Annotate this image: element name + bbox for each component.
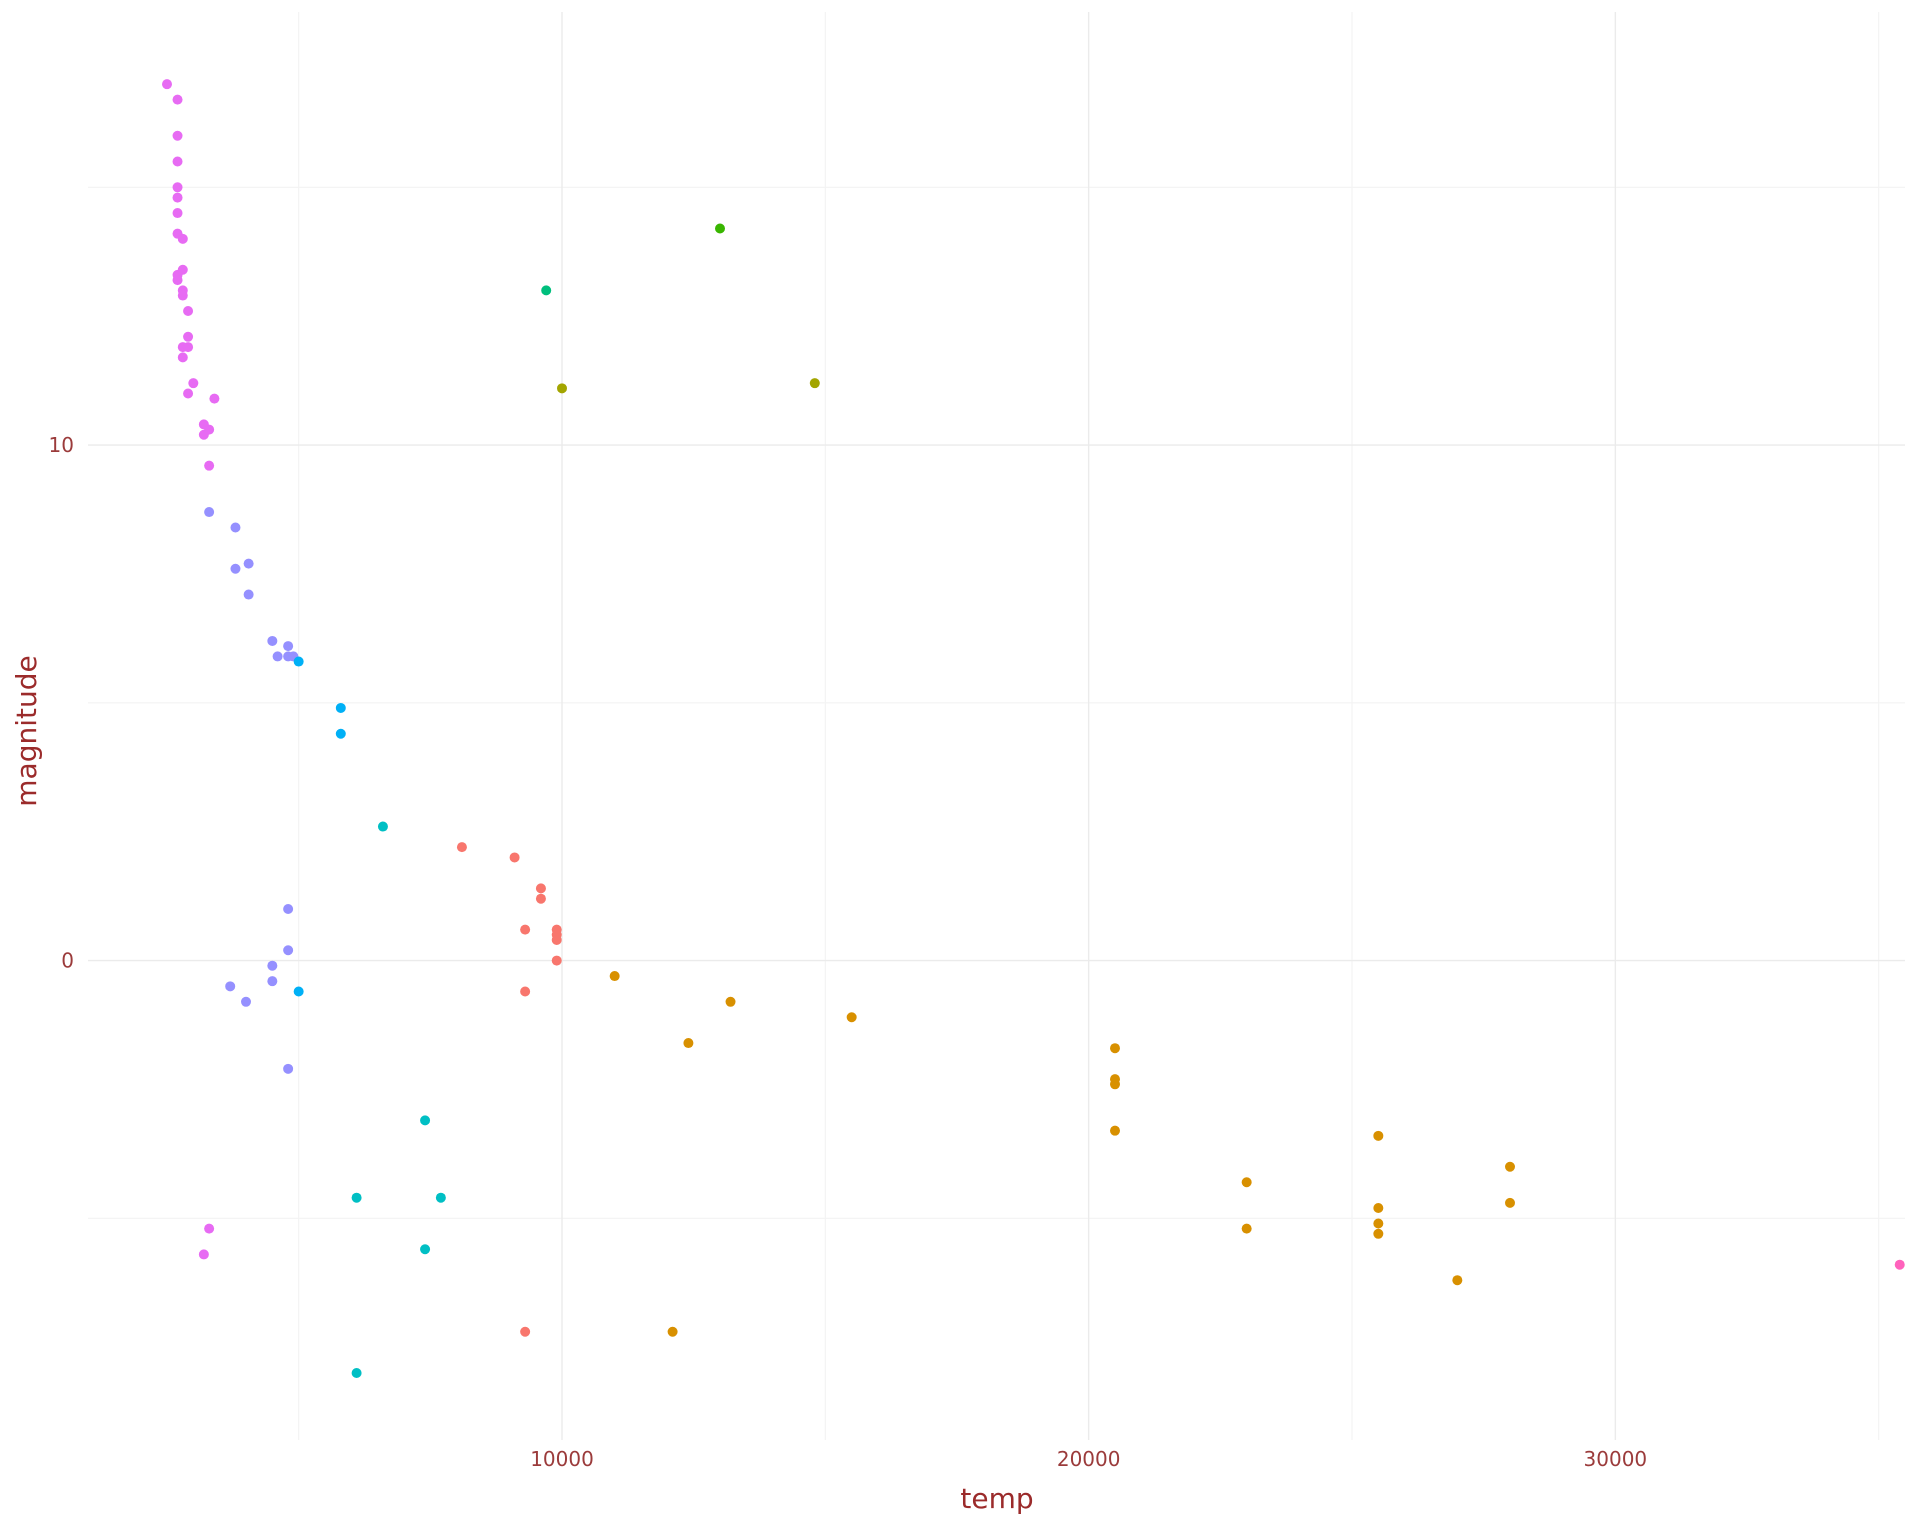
data-point	[293, 656, 304, 667]
data-point	[172, 275, 183, 286]
data-point	[172, 182, 183, 193]
data-point	[172, 94, 183, 105]
data-point	[335, 702, 346, 713]
data-point	[204, 1223, 215, 1234]
data-point	[293, 986, 304, 997]
minor-gridlines	[88, 12, 1905, 1440]
data-point	[183, 331, 194, 342]
data-point	[209, 393, 220, 404]
data-point	[204, 507, 215, 518]
data-point	[1110, 1079, 1120, 1090]
data-point	[683, 1038, 694, 1049]
x-tick-label: 20000	[1057, 1447, 1121, 1471]
data-point	[1241, 1223, 1252, 1234]
y-tick-label: 10	[49, 433, 74, 457]
data-point	[420, 1115, 431, 1126]
data-point	[204, 460, 215, 471]
data-point	[1894, 1259, 1905, 1270]
data-point	[351, 1367, 362, 1378]
data-point	[1110, 1125, 1120, 1136]
data-point	[435, 1192, 446, 1203]
data-points	[162, 79, 1905, 1378]
x-axis-title: temp	[960, 1482, 1033, 1515]
data-point	[541, 285, 552, 296]
data-point	[243, 589, 254, 600]
data-point	[183, 342, 194, 353]
data-point	[667, 1326, 678, 1337]
data-point	[177, 233, 188, 244]
data-point	[377, 821, 388, 832]
data-point	[1373, 1228, 1384, 1239]
data-point	[267, 976, 278, 987]
data-point	[609, 971, 620, 982]
data-point	[846, 1012, 857, 1023]
data-point	[1505, 1161, 1515, 1172]
data-point	[243, 558, 254, 569]
data-point	[267, 635, 278, 646]
data-point	[551, 955, 562, 966]
data-point	[1505, 1197, 1515, 1208]
data-point	[1373, 1218, 1384, 1229]
data-point	[715, 223, 725, 234]
data-point	[198, 1249, 209, 1260]
data-point	[177, 290, 188, 301]
data-point	[1241, 1177, 1252, 1188]
data-point	[1373, 1130, 1384, 1141]
data-point	[283, 904, 294, 915]
y-axis-title: magnitude	[10, 655, 43, 806]
data-point	[172, 208, 183, 219]
y-tick-label: 0	[61, 949, 74, 973]
data-point	[241, 996, 251, 1007]
data-point	[183, 306, 194, 317]
data-point	[335, 728, 346, 739]
data-point	[204, 424, 215, 435]
data-point	[188, 378, 199, 389]
data-point	[162, 79, 172, 90]
data-point	[557, 383, 567, 394]
data-point	[267, 960, 278, 971]
data-point	[272, 651, 283, 662]
data-point	[283, 641, 294, 652]
data-point	[1452, 1275, 1463, 1286]
data-point	[551, 934, 562, 945]
data-point	[420, 1244, 431, 1255]
data-point	[520, 924, 531, 935]
data-point	[230, 563, 241, 574]
data-point	[520, 986, 531, 997]
data-point	[1373, 1203, 1384, 1214]
y-axis-tick-labels: 0 10	[49, 433, 74, 973]
data-point	[535, 893, 546, 904]
data-point	[520, 1326, 531, 1337]
data-point	[725, 996, 736, 1007]
data-point	[351, 1192, 362, 1203]
data-point	[177, 264, 188, 275]
data-point	[172, 156, 183, 167]
data-point	[177, 352, 188, 363]
data-point	[225, 981, 236, 992]
data-point	[509, 852, 520, 863]
x-tick-label: 30000	[1584, 1447, 1648, 1471]
data-point	[230, 522, 241, 533]
data-point	[535, 883, 546, 894]
major-gridlines	[88, 12, 1905, 1440]
x-axis-tick-labels: 10000 20000 30000	[530, 1447, 1647, 1471]
data-point	[1110, 1043, 1120, 1054]
data-point	[283, 945, 294, 956]
data-point	[809, 378, 820, 389]
data-point	[183, 388, 194, 399]
x-tick-label: 10000	[530, 1447, 594, 1471]
data-point	[456, 842, 467, 853]
data-point	[172, 192, 183, 203]
data-point	[172, 130, 183, 141]
data-point	[283, 1063, 294, 1074]
